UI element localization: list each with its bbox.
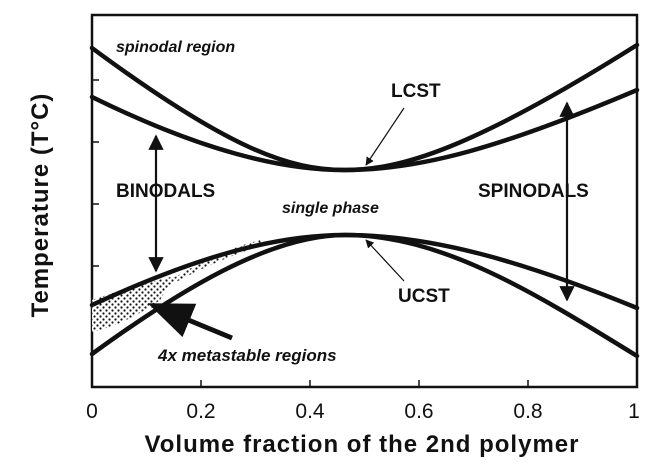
ucst-label: UCST <box>398 286 450 307</box>
x-tick-label: 0 <box>86 400 98 423</box>
x-axis-title: Volume fraction of the 2nd polymer <box>145 431 580 458</box>
spinodals-label: SPINODALS <box>478 181 589 202</box>
metastable-pointer-arrow <box>147 302 233 341</box>
y-axis-title: Temperature (T°C) <box>27 93 54 318</box>
metastable-region-fill-2 <box>92 276 175 332</box>
ucst-spinodal-curve <box>89 232 640 359</box>
x-tick-label: 0.4 <box>295 400 325 423</box>
lcst-pointer-arrow <box>365 107 405 166</box>
ucst-pointer-arrow <box>365 239 405 282</box>
lcst-label: LCST <box>391 81 441 102</box>
lcst-spinodal-curve <box>89 42 640 173</box>
single-phase-label: single phase <box>282 200 379 217</box>
x-tick-label: 0.8 <box>513 400 542 423</box>
lcst-binodal-curve <box>89 87 640 173</box>
x-tick-label: 0.6 <box>404 400 433 423</box>
x-axis-ticks <box>200 380 529 387</box>
plot-frame <box>90 13 639 389</box>
binodals-label: BINODALS <box>116 181 215 202</box>
x-tick-label: 1 <box>628 400 640 423</box>
x-tick-label: 0.2 <box>186 400 215 423</box>
metastable-regions-label: 4x metastable regions <box>157 346 337 365</box>
spinodal-region-label: spinodal region <box>116 39 235 56</box>
